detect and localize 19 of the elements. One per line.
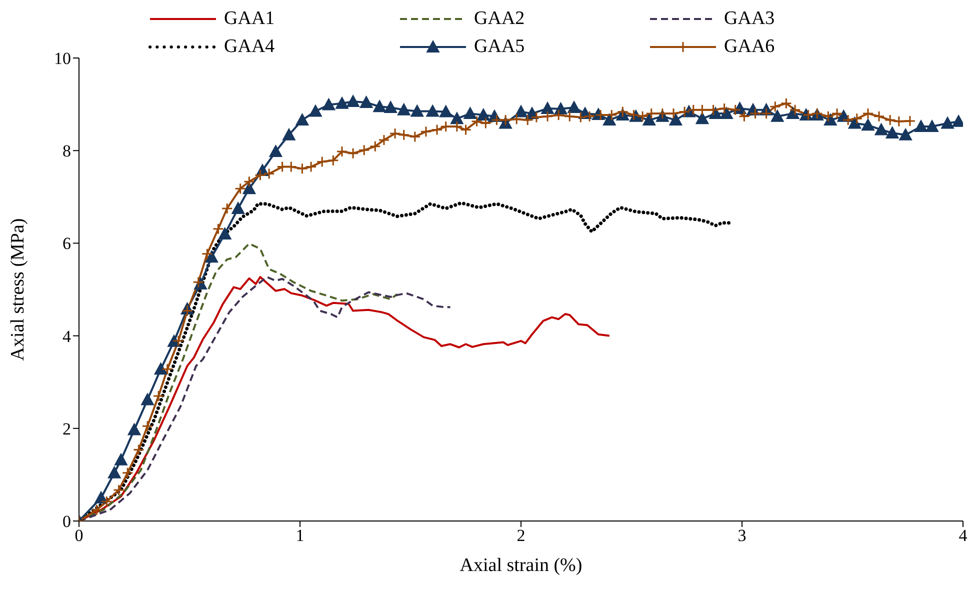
y-tick-label: 2 [62,419,71,438]
x-axis-title: Axial strain (%) [460,555,582,576]
x-tick-label: 1 [296,526,304,546]
y-axis-title: Axial stress (MPa) [8,218,29,361]
y-tick-label: 6 [62,234,71,254]
y-tick-label: 8 [62,142,71,161]
y-tick-label: 0 [62,512,71,532]
x-tick-label: 3 [738,526,746,546]
legend-label: GAA5 [474,36,525,58]
y-tick-label: 10 [54,49,71,68]
legend-label: GAA2 [474,8,525,30]
x-tick-label: 4 [958,526,968,546]
legend-label: GAA3 [724,8,775,30]
x-tick-label: 0 [74,526,84,546]
legend-label: GAA4 [224,36,275,58]
legend-label: GAA6 [724,36,775,58]
y-tick-label: 4 [62,326,72,346]
x-tick-label: 2 [516,526,526,546]
legend-label: GAA1 [224,8,275,30]
